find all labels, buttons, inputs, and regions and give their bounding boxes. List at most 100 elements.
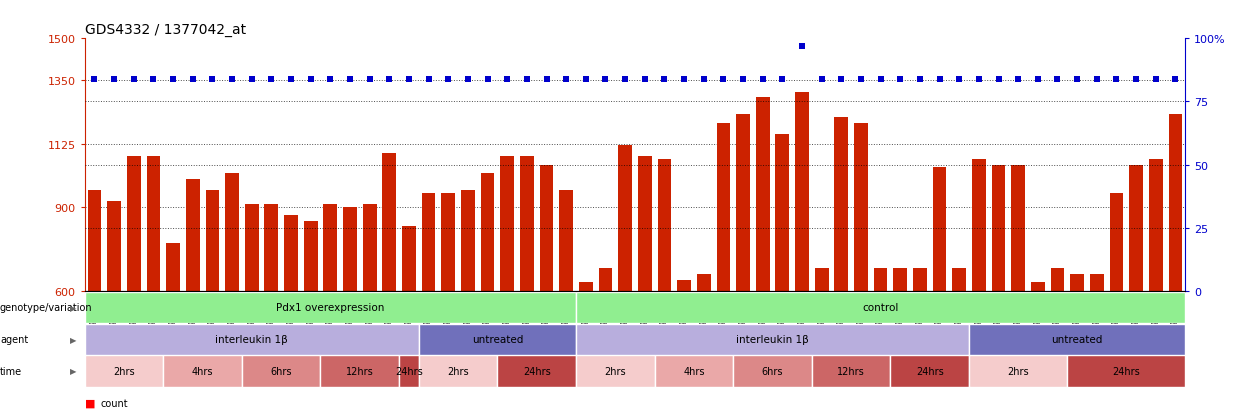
Point xyxy=(852,76,871,83)
Bar xyxy=(320,356,400,387)
Bar xyxy=(284,216,298,413)
Point xyxy=(1107,76,1127,83)
Bar xyxy=(400,356,418,387)
Bar xyxy=(127,157,141,413)
Bar xyxy=(539,165,553,413)
Bar xyxy=(736,115,749,413)
Point xyxy=(1008,76,1028,83)
Bar xyxy=(418,324,576,355)
Bar xyxy=(874,269,888,413)
Bar xyxy=(576,324,969,355)
Bar xyxy=(1089,274,1103,413)
Point xyxy=(595,76,615,83)
Bar xyxy=(579,283,593,413)
Bar xyxy=(85,356,163,387)
Bar xyxy=(1169,115,1183,413)
Bar xyxy=(163,356,242,387)
Point xyxy=(615,76,635,83)
Point xyxy=(360,76,380,83)
Text: 12hrs: 12hrs xyxy=(346,366,373,376)
Text: count: count xyxy=(101,398,128,408)
Bar xyxy=(205,190,219,413)
Point xyxy=(123,76,143,83)
Text: untreated: untreated xyxy=(472,334,523,344)
Bar xyxy=(834,118,848,413)
Bar xyxy=(442,193,456,413)
Bar xyxy=(520,157,534,413)
Point xyxy=(1127,76,1147,83)
Bar xyxy=(1071,274,1084,413)
Bar xyxy=(1067,356,1185,387)
Bar xyxy=(576,356,655,387)
Bar xyxy=(1011,165,1025,413)
Point xyxy=(1165,76,1185,83)
Point xyxy=(989,76,1008,83)
Bar xyxy=(422,193,436,413)
Point xyxy=(557,76,576,83)
Bar xyxy=(814,269,828,413)
Point xyxy=(242,76,261,83)
Text: control: control xyxy=(863,302,899,313)
Point xyxy=(261,76,281,83)
Bar xyxy=(167,244,181,413)
Text: 12hrs: 12hrs xyxy=(837,366,865,376)
Text: ▶: ▶ xyxy=(70,367,76,375)
Bar xyxy=(854,123,868,413)
Bar xyxy=(1031,283,1045,413)
Bar xyxy=(677,280,691,413)
Text: 6hrs: 6hrs xyxy=(762,366,783,376)
Bar xyxy=(1109,193,1123,413)
Bar xyxy=(894,269,908,413)
Point xyxy=(398,76,418,83)
Point xyxy=(203,76,223,83)
Bar xyxy=(264,204,278,413)
Point xyxy=(890,76,910,83)
Point xyxy=(340,76,360,83)
Bar xyxy=(147,157,161,413)
Bar xyxy=(812,356,890,387)
Bar xyxy=(242,356,320,387)
Point xyxy=(969,76,989,83)
Point xyxy=(537,76,557,83)
Point xyxy=(753,76,773,83)
Bar xyxy=(85,324,418,355)
Bar xyxy=(324,204,337,413)
Text: genotype/variation: genotype/variation xyxy=(0,302,92,313)
Point xyxy=(143,76,163,83)
Point xyxy=(576,76,596,83)
Bar xyxy=(655,356,733,387)
Bar xyxy=(87,190,101,413)
Bar xyxy=(382,154,396,413)
Point xyxy=(320,76,340,83)
Bar xyxy=(481,173,494,413)
Bar xyxy=(576,292,1185,323)
Point xyxy=(949,76,969,83)
Point xyxy=(713,76,733,83)
Bar xyxy=(225,173,239,413)
Text: 4hrs: 4hrs xyxy=(684,366,705,376)
Point xyxy=(930,76,950,83)
Bar xyxy=(186,179,199,413)
Point xyxy=(301,76,321,83)
Bar xyxy=(717,123,731,413)
Bar xyxy=(796,93,809,413)
Point xyxy=(1067,76,1087,83)
Point xyxy=(458,76,478,83)
Point xyxy=(1145,76,1165,83)
Bar xyxy=(107,202,121,413)
Bar xyxy=(972,159,986,413)
Point xyxy=(517,76,537,83)
Bar xyxy=(733,356,812,387)
Bar xyxy=(245,204,259,413)
Text: 2hrs: 2hrs xyxy=(447,366,469,376)
Point xyxy=(832,76,852,83)
Bar xyxy=(1129,165,1143,413)
Text: 2hrs: 2hrs xyxy=(113,366,134,376)
Text: 2hrs: 2hrs xyxy=(1007,366,1030,376)
Text: ▶: ▶ xyxy=(70,303,76,312)
Point xyxy=(812,76,832,83)
Text: ■: ■ xyxy=(85,398,95,408)
Text: ▶: ▶ xyxy=(70,335,76,344)
Bar xyxy=(776,134,789,413)
Text: time: time xyxy=(0,366,22,376)
